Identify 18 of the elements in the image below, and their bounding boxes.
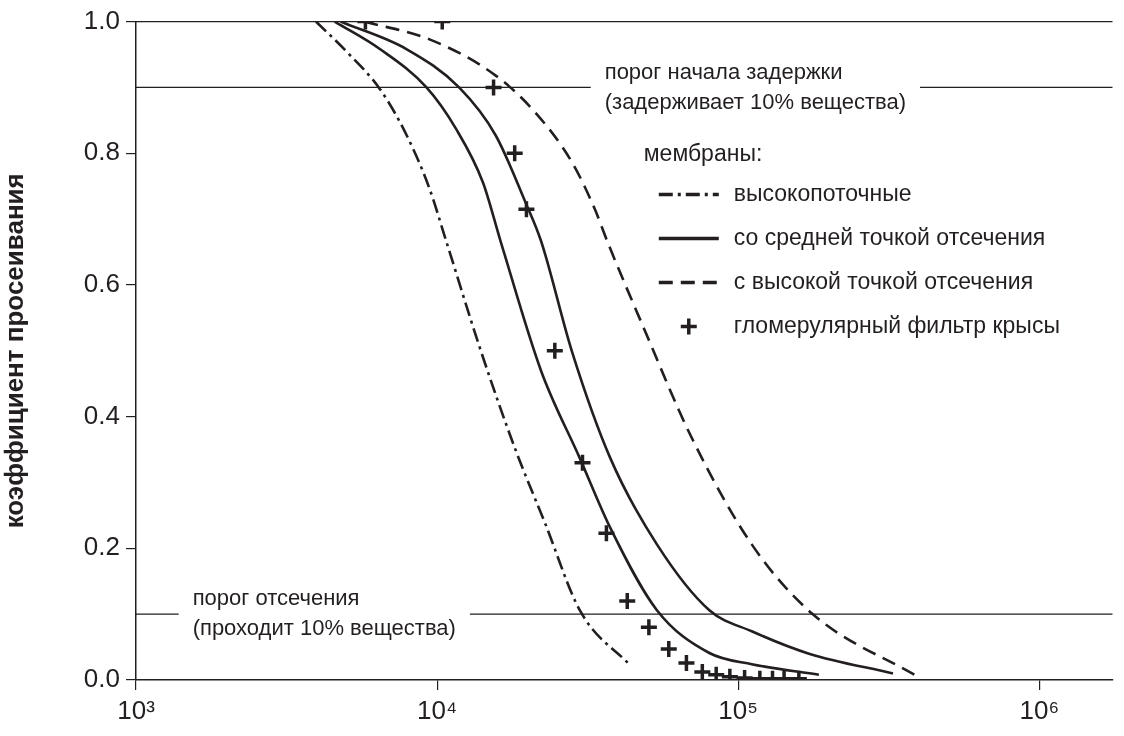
y-tick-label: 0.2 <box>83 531 120 562</box>
y-tick-label: 0.8 <box>83 136 120 167</box>
y-tick-label: 0.6 <box>83 268 120 299</box>
y-axis-title: коэффициент просеивания <box>0 173 29 529</box>
x-tick-label: 10³ <box>117 694 156 725</box>
legend-label: со средней точкой отсечения <box>733 223 1046 250</box>
x-tick-label: 10⁴ <box>417 694 458 725</box>
y-tick-label: 0.4 <box>83 399 120 430</box>
legend-label: высокопоточные <box>733 179 912 206</box>
ref-line-label: порог отсечения (проходит 10% вещества) <box>192 585 456 641</box>
legend-label: с высокой точкой отсечения <box>733 267 1034 294</box>
y-tick-label: 0.0 <box>83 663 120 694</box>
y-tick-label: 1.0 <box>83 4 120 35</box>
ref-line-label: порог начала задержки (задерживает 10% вещества) <box>604 58 907 114</box>
legend-label: гломерулярный фильтр крысы <box>733 311 1060 338</box>
x-tick-label: 10⁶ <box>1019 694 1060 725</box>
x-tick-label: 10⁵ <box>718 694 759 725</box>
legend-title: мембраны: <box>643 139 763 166</box>
